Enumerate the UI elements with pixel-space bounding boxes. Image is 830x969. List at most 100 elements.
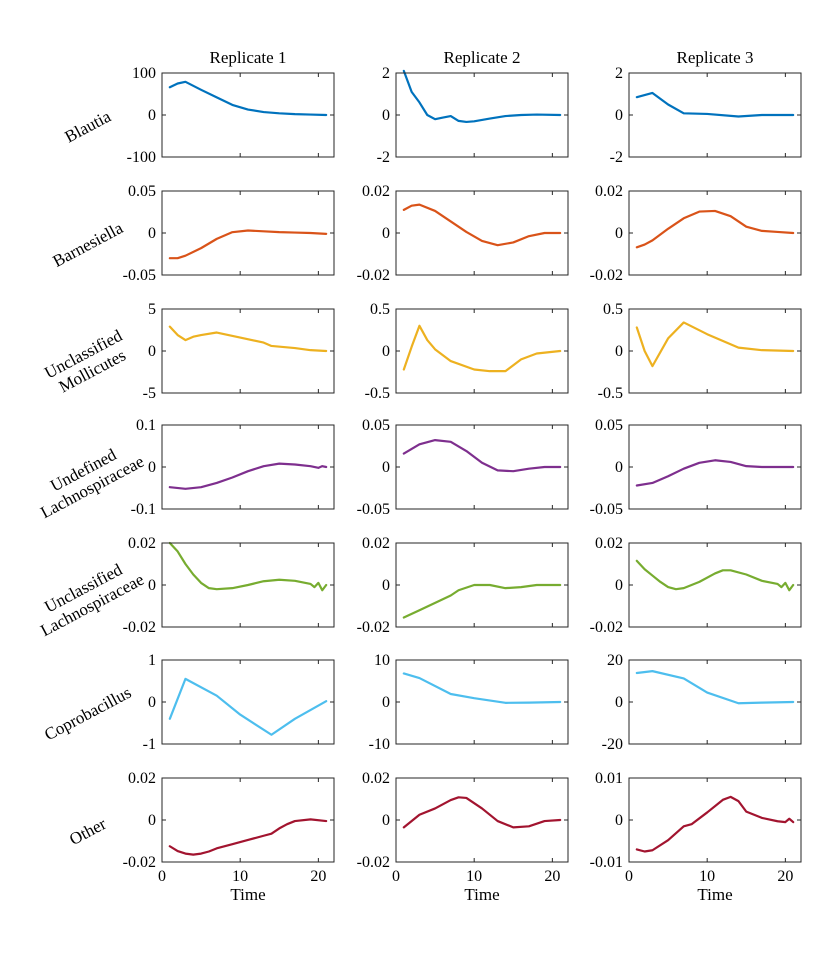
y-tick-label: 0.02 [595, 183, 623, 200]
series-line [168, 677, 328, 736]
y-tick-label: 0.02 [362, 183, 390, 200]
y-tick-label: 0.02 [595, 535, 623, 552]
series-line [635, 670, 795, 705]
x-tick-label: 0 [158, 868, 166, 885]
y-tick-label: -0.02 [357, 619, 390, 636]
panel-r5-c1: 0.02 0 -0.02 [123, 535, 335, 636]
y-tick-label: 0.5 [370, 301, 390, 318]
panel-r1-c2: 2 0 -2 [377, 65, 569, 166]
x-tick-label: 20 [310, 868, 326, 885]
axes-frame [161, 308, 335, 394]
y-tick-label: 0 [382, 225, 390, 242]
x-tick-label: 0 [392, 868, 400, 885]
y-tick-label: -0.05 [357, 501, 390, 518]
y-tick-label: -5 [143, 385, 156, 402]
y-tick-label: 0 [148, 343, 156, 360]
y-tick-label: 0 [148, 225, 156, 242]
y-tick-label: -0.01 [590, 854, 623, 871]
x-axis-title: Time [230, 885, 265, 904]
y-tick-label: -0.02 [357, 854, 390, 871]
panel-r3-c3: 0.5 0 -0.5 [598, 301, 802, 402]
y-tick-label: 0 [148, 577, 156, 594]
y-tick-label: -0.02 [123, 619, 156, 636]
row-label-line: Blautia [62, 106, 115, 146]
panel-r2-c3: 0.02 0 -0.02 [590, 183, 802, 284]
panel-r6-c2: 10 0 -10 [369, 652, 569, 753]
axes-frame [628, 190, 802, 276]
panel-r5-c2: 0.02 0 -0.02 [357, 535, 569, 636]
y-tick-label: 0 [382, 459, 390, 476]
panel-r6-c1: 1 0 -1 [143, 652, 335, 753]
y-tick-label: -2 [610, 149, 623, 166]
x-tick-label: 10 [466, 868, 482, 885]
axes-frame [628, 542, 802, 628]
x-tick-label: 20 [544, 868, 560, 885]
panel-r2-c2: 0.02 0 -0.02 [357, 183, 569, 284]
x-tick-label: 10 [232, 868, 248, 885]
y-tick-label: 0 [615, 459, 623, 476]
panel-r4-c1: 0.1 0 -0.1 [131, 417, 335, 518]
y-tick-label: -0.02 [123, 854, 156, 871]
y-tick-label: -0.05 [590, 501, 623, 518]
series-line [402, 324, 562, 373]
y-tick-label: 0 [615, 577, 623, 594]
series-line [635, 209, 795, 249]
y-tick-label: 0.02 [362, 535, 390, 552]
y-tick-label: 0 [148, 694, 156, 711]
y-tick-label: 0.05 [362, 417, 390, 434]
x-axis-title: Time [464, 885, 499, 904]
axes-frame [395, 308, 569, 394]
y-tick-label: 2 [615, 65, 623, 82]
x-axis-title: Time [697, 885, 732, 904]
row-label-2: Barnesiella [50, 218, 127, 271]
y-tick-label: -0.05 [123, 267, 156, 284]
y-tick-label: 0 [382, 812, 390, 829]
y-tick-label: -0.5 [598, 385, 623, 402]
row-label-line: Barnesiella [50, 218, 127, 271]
series-line [402, 796, 562, 829]
x-tick-label: 20 [777, 868, 793, 885]
y-tick-label: 0 [148, 812, 156, 829]
series-line [168, 80, 328, 117]
y-tick-label: 0 [615, 812, 623, 829]
series-line [168, 325, 328, 353]
y-tick-label: -1 [143, 736, 156, 753]
y-tick-label: 0.02 [128, 535, 156, 552]
column-title-1: Replicate 1 [210, 48, 287, 67]
y-tick-label: -20 [602, 736, 623, 753]
x-tick-label: 10 [699, 868, 715, 885]
y-tick-label: 0.01 [595, 770, 623, 787]
y-tick-label: -0.02 [590, 267, 623, 284]
y-tick-label: 0 [615, 343, 623, 360]
y-tick-label: 0 [382, 577, 390, 594]
axes-frame [395, 777, 569, 863]
series-line [402, 439, 562, 473]
y-tick-label: 0 [148, 107, 156, 124]
y-tick-label: 2 [382, 65, 390, 82]
panel-r3-c1: 5 0 -5 [143, 301, 335, 402]
series-line [168, 818, 328, 856]
row-label-7: Other [66, 814, 109, 849]
panel-r2-c1: 0.05 0 -0.05 [123, 183, 335, 284]
series-line [635, 559, 795, 592]
row-label-6: Coprobacillus [41, 683, 134, 745]
y-tick-label: 0 [615, 225, 623, 242]
y-tick-label: 0 [615, 107, 623, 124]
y-tick-label: 1 [148, 652, 156, 669]
panel-r1-c1: 100 0 -100 [127, 65, 335, 166]
series-line [402, 69, 562, 124]
y-tick-label: 0.05 [128, 183, 156, 200]
y-tick-label: 0 [615, 694, 623, 711]
y-tick-label: 0.02 [128, 770, 156, 787]
series-line [168, 462, 328, 490]
panel-r1-c3: 2 0 -2 [610, 65, 802, 166]
column-title-3: Replicate 3 [677, 48, 754, 67]
y-tick-label: -0.02 [590, 619, 623, 636]
y-tick-label: 20 [607, 652, 623, 669]
y-tick-label: -0.1 [131, 501, 156, 518]
